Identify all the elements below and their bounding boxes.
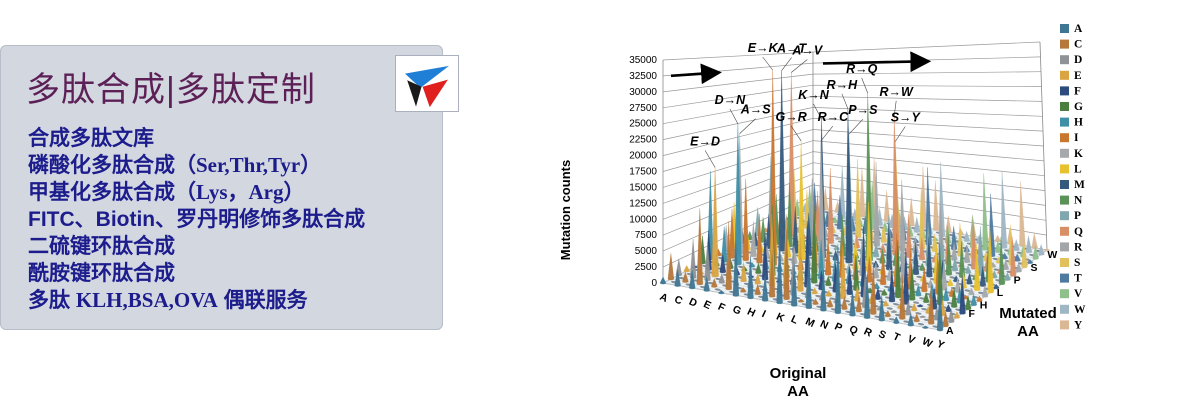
svg-text:Original: Original	[770, 365, 827, 382]
svg-text:22500: 22500	[629, 135, 657, 146]
svg-text:S: S	[876, 328, 887, 342]
svg-text:H: H	[745, 306, 757, 320]
svg-text:W: W	[920, 335, 934, 350]
svg-text:P: P	[1074, 210, 1081, 222]
svg-text:12500: 12500	[629, 198, 657, 209]
svg-text:N: N	[1074, 195, 1083, 207]
svg-text:S: S	[1031, 262, 1038, 274]
svg-text:0: 0	[651, 278, 657, 289]
svg-text:17500: 17500	[629, 167, 657, 178]
svg-text:27500: 27500	[629, 103, 657, 114]
svg-text:W: W	[1047, 249, 1057, 261]
svg-text:A: A	[946, 325, 954, 337]
svg-text:M: M	[1074, 179, 1085, 191]
svg-text:C: C	[1074, 39, 1082, 51]
svg-text:K: K	[1074, 148, 1083, 160]
svg-text:M: M	[804, 316, 817, 331]
svg-text:E: E	[1074, 70, 1082, 82]
svg-text:L: L	[1074, 163, 1082, 175]
svg-text:30000: 30000	[629, 87, 657, 98]
svg-text:5000: 5000	[635, 246, 658, 257]
svg-text:R→H: R→H	[827, 78, 859, 92]
svg-text:G: G	[1074, 101, 1083, 113]
svg-text:15000: 15000	[629, 182, 657, 193]
svg-text:V: V	[906, 333, 917, 347]
svg-text:7500: 7500	[635, 230, 658, 241]
svg-text:L: L	[997, 287, 1004, 299]
svg-text:20000: 20000	[629, 151, 657, 162]
svg-text:G→R: G→R	[775, 110, 806, 124]
svg-text:AA: AA	[787, 383, 809, 400]
svg-text:S→Y: S→Y	[891, 111, 922, 125]
svg-text:A: A	[1074, 23, 1083, 35]
svg-text:R→W: R→W	[880, 85, 915, 99]
svg-text:K→N: K→N	[798, 88, 830, 102]
svg-text:R→C: R→C	[818, 110, 850, 124]
svg-text:P: P	[833, 321, 844, 335]
svg-text:H: H	[1074, 117, 1083, 129]
svg-text:N: N	[818, 318, 830, 332]
svg-text:AA: AA	[1017, 323, 1039, 340]
svg-text:Y: Y	[1074, 319, 1083, 331]
svg-text:I: I	[760, 308, 768, 320]
svg-text:P: P	[1014, 275, 1021, 287]
svg-text:W: W	[1074, 304, 1086, 316]
svg-text:L: L	[789, 313, 800, 327]
svg-text:A→S: A→S	[740, 103, 772, 117]
svg-text:C: C	[672, 293, 684, 307]
svg-text:R: R	[862, 325, 874, 339]
svg-text:A: A	[658, 291, 670, 305]
svg-text:K: K	[774, 311, 786, 325]
svg-text:2500: 2500	[635, 262, 658, 273]
svg-text:R: R	[1074, 241, 1083, 253]
svg-text:T: T	[891, 330, 902, 344]
svg-text:T: T	[1074, 273, 1082, 285]
svg-text:Y: Y	[935, 338, 946, 352]
svg-text:F: F	[969, 308, 976, 320]
svg-text:V: V	[1074, 288, 1083, 300]
svg-text:H: H	[980, 300, 988, 312]
svg-text:Q: Q	[1074, 226, 1083, 238]
svg-text:S: S	[1074, 257, 1080, 269]
svg-text:E→D: E→D	[690, 135, 720, 149]
svg-text:D: D	[1074, 54, 1082, 66]
svg-text:A→V: A→V	[791, 44, 824, 58]
svg-text:F: F	[1074, 85, 1081, 97]
svg-text:P→S: P→S	[848, 103, 878, 117]
svg-text:E: E	[701, 298, 712, 312]
svg-text:10000: 10000	[629, 214, 657, 225]
svg-text:G: G	[731, 303, 743, 317]
svg-text:Mutation counts: Mutation counts	[558, 160, 573, 260]
svg-text:I: I	[1074, 132, 1079, 144]
svg-text:25000: 25000	[629, 119, 657, 130]
svg-text:D: D	[687, 296, 699, 310]
svg-text:F: F	[716, 301, 727, 315]
svg-text:32500: 32500	[629, 71, 657, 82]
svg-text:E→K: E→K	[748, 41, 779, 55]
svg-text:Mutated: Mutated	[999, 305, 1057, 322]
svg-text:Q: Q	[847, 323, 859, 337]
svg-text:35000: 35000	[629, 55, 657, 66]
